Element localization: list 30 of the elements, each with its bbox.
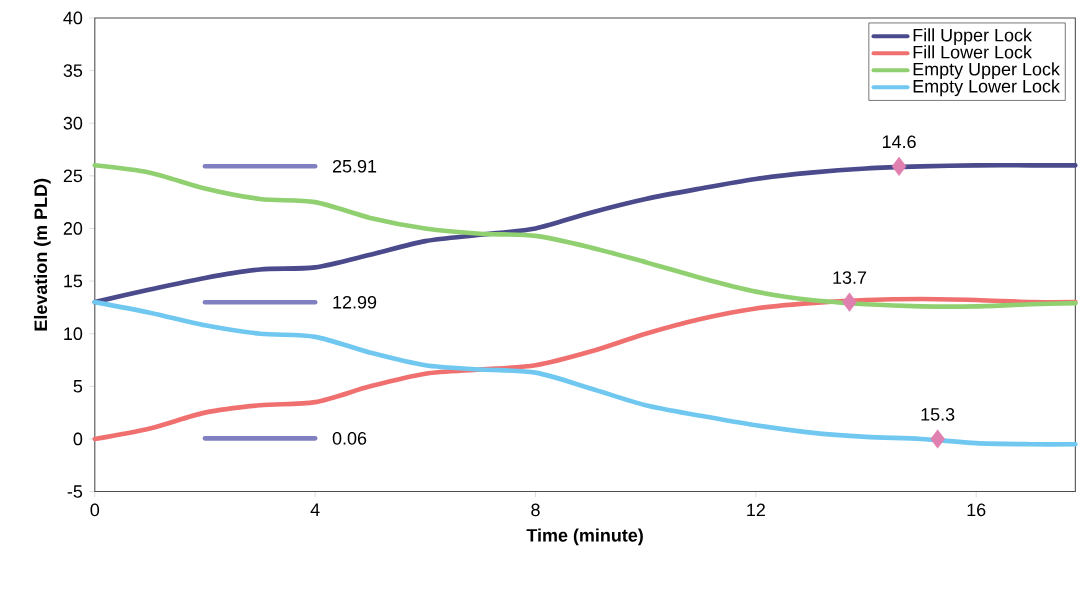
x-tick-label: 4: [310, 503, 320, 516]
y-tick-label: 15: [64, 274, 83, 288]
legend-label: Empty Upper Lock: [913, 62, 1060, 79]
legend-label: Fill Lower Lock: [913, 45, 1032, 59]
x-tick-label: 0: [90, 503, 100, 517]
y-tick-label: 30: [63, 116, 83, 130]
annotation: 12.99: [333, 295, 377, 309]
y-tick-label: 0: [73, 432, 83, 446]
y-tick-label: 40: [63, 11, 83, 25]
y-tick-label: 10: [64, 327, 83, 340]
annotation: 15.3: [921, 407, 955, 421]
x-tick-label: 8: [531, 503, 540, 517]
point: [891, 156, 907, 176]
annotation: 13.7: [833, 271, 867, 284]
y-axis-title: Elevation (m PLD): [33, 178, 51, 331]
annotation: 14.6: [882, 135, 916, 148]
x-tick-label: 12: [747, 503, 765, 516]
point: [930, 429, 945, 449]
legend-label: Empty Lower Lock: [913, 79, 1060, 96]
legend-label: Fill Upper Lock: [913, 28, 1032, 45]
y-tick-label: 20: [63, 221, 83, 235]
x-axis-title: Time (minute): [526, 528, 643, 546]
x-tick-label: 16: [967, 503, 986, 517]
y-tick-label: 25: [63, 169, 83, 182]
y-tick-label: 35: [63, 64, 83, 77]
annotation: 0.06: [332, 431, 367, 445]
annotation: 25.91: [332, 159, 377, 173]
y-tick-label: 5: [73, 379, 83, 393]
y-tick-label: -5: [67, 485, 83, 498]
point: [842, 292, 857, 312]
